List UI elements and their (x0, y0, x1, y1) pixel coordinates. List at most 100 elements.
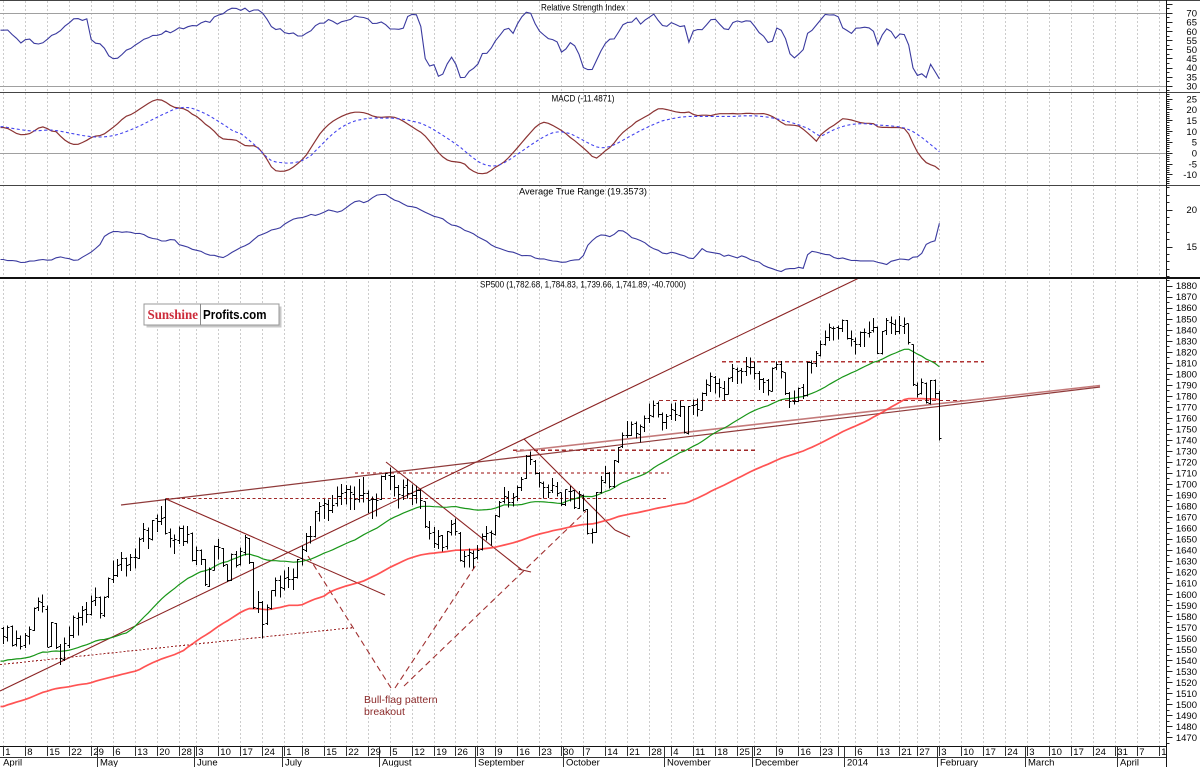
svg-text:December: December (755, 758, 799, 767)
svg-text:29: 29 (370, 747, 381, 758)
svg-text:1620: 1620 (1176, 568, 1197, 579)
svg-text:1: 1 (5, 747, 10, 758)
svg-text:1750: 1750 (1176, 425, 1197, 436)
svg-text:1520: 1520 (1176, 678, 1197, 689)
svg-text:1860: 1860 (1176, 303, 1197, 314)
svg-text:3: 3 (1029, 747, 1034, 758)
svg-text:June: June (197, 758, 218, 767)
svg-text:1530: 1530 (1176, 667, 1197, 678)
svg-text:19: 19 (436, 747, 447, 758)
svg-text:1880: 1880 (1176, 281, 1197, 292)
svg-text:February: February (940, 758, 978, 767)
svg-text:1690: 1690 (1176, 491, 1197, 502)
svg-text:10: 10 (1051, 747, 1062, 758)
svg-text:2: 2 (756, 747, 761, 758)
svg-text:1500: 1500 (1176, 700, 1197, 711)
svg-text:July: July (285, 758, 302, 767)
svg-text:Relative Strength Index: Relative Strength Index (541, 3, 625, 14)
svg-text:26: 26 (457, 747, 468, 758)
svg-text:17: 17 (1073, 747, 1084, 758)
svg-text:10: 10 (220, 747, 231, 758)
svg-text:20: 20 (1186, 205, 1197, 216)
svg-text:Profits.com: Profits.com (203, 307, 267, 322)
svg-text:1720: 1720 (1176, 458, 1197, 469)
svg-text:40: 40 (1186, 63, 1197, 74)
svg-text:15: 15 (1186, 116, 1197, 127)
svg-text:65: 65 (1186, 18, 1197, 29)
svg-text:17: 17 (242, 747, 253, 758)
svg-text:1510: 1510 (1176, 689, 1197, 700)
svg-text:15: 15 (1186, 242, 1197, 253)
svg-text:16: 16 (800, 747, 811, 758)
svg-text:1680: 1680 (1176, 502, 1197, 513)
svg-text:29: 29 (93, 747, 104, 758)
svg-text:May: May (100, 758, 118, 767)
svg-text:9: 9 (778, 747, 783, 758)
svg-text:2014: 2014 (847, 758, 868, 767)
svg-text:28: 28 (181, 747, 192, 758)
svg-text:1870: 1870 (1176, 292, 1197, 303)
svg-text:5: 5 (392, 747, 397, 758)
svg-text:1660: 1660 (1176, 524, 1197, 535)
svg-text:23: 23 (541, 747, 552, 758)
svg-text:12: 12 (414, 747, 425, 758)
svg-text:16: 16 (519, 747, 530, 758)
svg-text:45: 45 (1186, 54, 1197, 65)
svg-text:Bull-flag pattern: Bull-flag pattern (364, 694, 438, 706)
svg-text:MACD (-11.4871): MACD (-11.4871) (552, 94, 615, 105)
svg-text:21: 21 (629, 747, 640, 758)
svg-text:1480: 1480 (1176, 722, 1197, 733)
svg-text:30: 30 (563, 747, 574, 758)
svg-text:October: October (566, 758, 600, 767)
svg-text:60: 60 (1186, 27, 1197, 38)
svg-text:22: 22 (348, 747, 359, 758)
svg-text:1470: 1470 (1176, 733, 1197, 744)
svg-text:23: 23 (822, 747, 833, 758)
svg-text:1540: 1540 (1176, 656, 1197, 667)
svg-text:1740: 1740 (1176, 436, 1197, 447)
svg-text:1820: 1820 (1176, 347, 1197, 358)
svg-text:0: 0 (1192, 149, 1197, 160)
svg-text:1: 1 (286, 747, 291, 758)
svg-text:1640: 1640 (1176, 546, 1197, 557)
svg-text:3: 3 (198, 747, 203, 758)
svg-text:3: 3 (941, 747, 946, 758)
svg-text:1710: 1710 (1176, 469, 1197, 480)
svg-text:4: 4 (673, 747, 678, 758)
svg-text:8: 8 (304, 747, 309, 758)
svg-text:Average True Range (19.3573): Average True Range (19.3573) (519, 187, 647, 198)
svg-text:September: September (478, 758, 524, 767)
svg-text:Sunshine: Sunshine (148, 307, 199, 322)
svg-text:August: August (382, 758, 412, 767)
svg-text:3: 3 (479, 747, 484, 758)
svg-text:-10: -10 (1183, 170, 1197, 181)
svg-text:20: 20 (159, 747, 170, 758)
svg-text:6: 6 (857, 747, 862, 758)
svg-text:13: 13 (137, 747, 148, 758)
svg-text:April: April (3, 758, 22, 767)
svg-text:1770: 1770 (1176, 402, 1197, 413)
svg-text:1650: 1650 (1176, 535, 1197, 546)
svg-text:1700: 1700 (1176, 480, 1197, 491)
svg-text:15: 15 (326, 747, 337, 758)
svg-text:31: 31 (1117, 747, 1128, 758)
svg-text:SP500 (1,782.68, 1,784.83, 1,7: SP500 (1,782.68, 1,784.83, 1,739.66, 1,7… (480, 280, 686, 291)
svg-text:1760: 1760 (1176, 413, 1197, 424)
svg-text:6: 6 (115, 747, 120, 758)
svg-text:1630: 1630 (1176, 557, 1197, 568)
svg-text:55: 55 (1186, 36, 1197, 47)
svg-text:20: 20 (1186, 105, 1197, 116)
svg-text:30: 30 (1186, 81, 1197, 92)
svg-text:17: 17 (985, 747, 996, 758)
svg-text:1810: 1810 (1176, 358, 1197, 369)
svg-text:7: 7 (585, 747, 590, 758)
svg-text:1840: 1840 (1176, 325, 1197, 336)
svg-text:March: March (1028, 758, 1054, 767)
svg-text:1800: 1800 (1176, 369, 1197, 380)
svg-text:25: 25 (1186, 94, 1197, 105)
svg-text:November: November (667, 758, 711, 767)
svg-text:1830: 1830 (1176, 336, 1197, 347)
svg-text:9: 9 (497, 747, 502, 758)
svg-text:1490: 1490 (1176, 711, 1197, 722)
svg-text:-5: -5 (1189, 159, 1197, 170)
